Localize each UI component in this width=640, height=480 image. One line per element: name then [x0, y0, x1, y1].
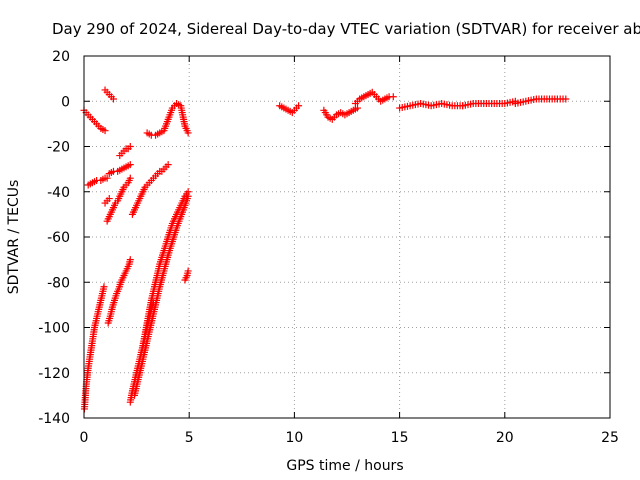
x-tick-label: 15	[391, 430, 409, 446]
series-arc-late-a	[276, 102, 303, 117]
y-tick-label: -20	[47, 140, 70, 156]
series-arc-b	[104, 256, 134, 327]
series-arc-a	[103, 174, 134, 225]
data-point	[126, 256, 134, 264]
data-point	[295, 102, 303, 110]
data-point	[389, 93, 397, 101]
y-tick-label: -60	[47, 230, 70, 246]
y-axis-label: SDTVAR / TECUs	[6, 180, 22, 295]
y-tick-label: -80	[47, 275, 70, 291]
data-point	[100, 283, 108, 291]
y-tick-label: 0	[61, 94, 70, 110]
series-arc-late-f	[511, 95, 570, 108]
y-tick-label: 20	[52, 49, 70, 65]
data-point	[101, 127, 109, 135]
series-arc-late-c	[351, 88, 397, 108]
y-tick-label: -120	[38, 366, 70, 382]
series-arc-h	[181, 267, 192, 284]
series-arc-early-d	[101, 86, 117, 103]
data-point	[184, 129, 192, 137]
x-axis-label: GPS time / hours	[286, 458, 403, 474]
chart-title: Day 290 of 2024, Sidereal Day-to-day VTE…	[52, 20, 640, 38]
series-arc-early-e	[101, 195, 113, 207]
data-point	[126, 174, 134, 182]
data-point	[109, 95, 117, 103]
series-arc-early-g	[116, 143, 134, 160]
series-arc-c	[128, 161, 172, 218]
x-tick-label: 25	[601, 430, 619, 446]
x-tick-label: 20	[496, 430, 514, 446]
x-tick-label: 5	[185, 430, 194, 446]
y-tick-label: -100	[38, 321, 70, 337]
series-arc-f	[139, 188, 192, 350]
y-tick-label: -40	[47, 185, 70, 201]
y-tick-label: -140	[38, 411, 70, 427]
series-arc-early-a	[80, 106, 109, 135]
series-arc-early-b	[80, 283, 108, 413]
x-tick-labels: 0 5 10 15 20 25	[80, 430, 619, 446]
data-point	[184, 188, 192, 196]
x-tick-label: 0	[80, 430, 89, 446]
data-point	[164, 161, 172, 169]
series-arc-late-b	[320, 104, 362, 123]
data-point	[126, 143, 134, 150]
y-tick-labels: -140 -120 -100 -80 -60 -40 -20 0 20	[38, 49, 70, 427]
grid	[84, 56, 610, 418]
series-arc-g	[143, 100, 192, 139]
x-tick-label: 10	[285, 430, 303, 446]
data-point	[562, 95, 570, 103]
series-arc-early-c	[84, 174, 111, 189]
series-arc-early-f	[105, 161, 134, 178]
data-point	[126, 161, 134, 169]
data-point	[105, 195, 113, 203]
data-point	[103, 174, 111, 182]
data-points	[80, 86, 570, 413]
plot-frame	[83, 55, 611, 419]
data-point	[184, 267, 192, 275]
data-point	[354, 104, 362, 112]
